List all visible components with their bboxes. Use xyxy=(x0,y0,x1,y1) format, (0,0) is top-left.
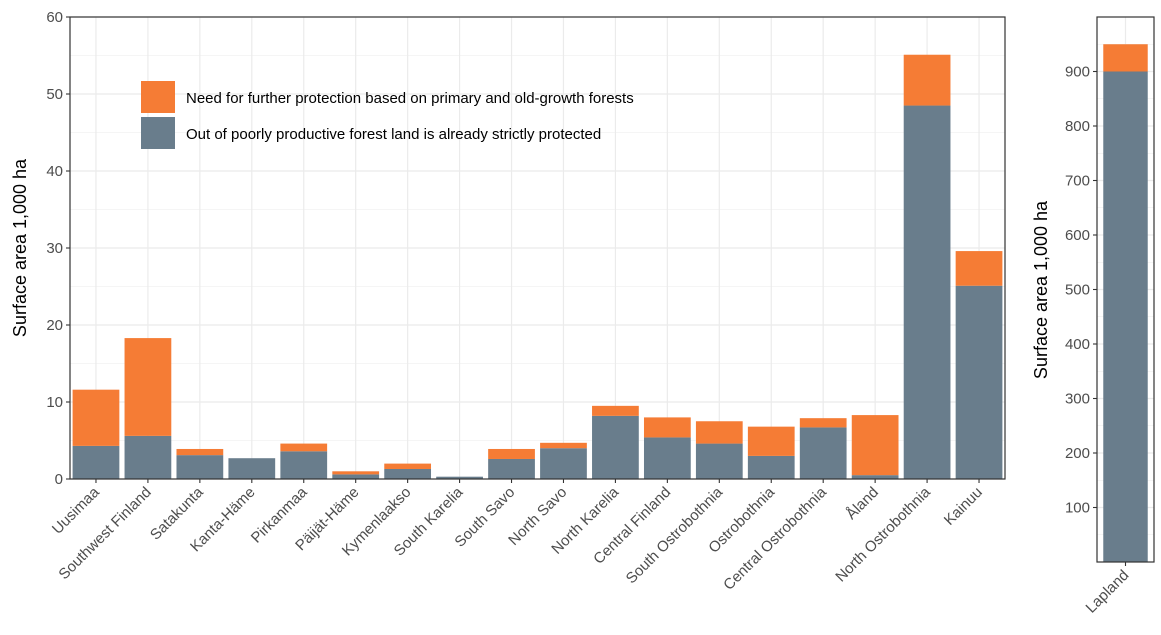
bar-uusimaa-further-protection xyxy=(72,389,120,446)
bar-south-savo-protected xyxy=(488,458,535,479)
x-tick-label-uusimaa: Uusimaa xyxy=(49,483,103,537)
legend-swatch-already-protected xyxy=(141,117,175,149)
bar-southwest-finland-further-protection xyxy=(124,338,172,436)
y-tick-label: 600 xyxy=(1065,227,1090,244)
left-y-ticks: 0 10 20 30 40 50 60 xyxy=(46,9,70,488)
right-panel: 100 200 300 400 500 600 700 800 900 Lapland Surf… xyxy=(1031,16,1155,617)
bar-lapland-further-protection xyxy=(1103,44,1148,72)
right-y-axis-title: Surface area 1,000 ha xyxy=(1031,200,1051,379)
bar-satakunta-further-protection xyxy=(176,448,224,456)
bar-central-finland-protected xyxy=(643,437,691,479)
x-tick-label-north-ostrobothnia: North Ostrobothnia xyxy=(832,483,934,585)
x-tick-label-southwest-finland: Southwest Finland xyxy=(55,484,154,583)
legend: Need for further protection based on pri… xyxy=(141,81,634,149)
y-tick-label: 60 xyxy=(46,9,63,26)
bar-north-karelia-protected xyxy=(592,415,639,479)
y-tick-label: 30 xyxy=(46,240,63,257)
y-tick-label: 700 xyxy=(1065,173,1090,190)
bar-central-ostrobothnia-protected xyxy=(799,427,847,479)
right-y-ticks: 100 200 300 400 500 600 700 800 900 xyxy=(1065,64,1097,517)
left-y-axis-title: Surface area 1,000 ha xyxy=(10,158,30,337)
x-tick-label-aland: Åland xyxy=(843,484,882,523)
bar-north-karelia-further-protection xyxy=(592,405,639,416)
x-tick-label-kainuu: Kainuu xyxy=(941,484,986,529)
x-tick-label-south-ostrobothnia: South Ostrobothnia xyxy=(623,483,727,587)
bar-south-ostrobothnia-protected xyxy=(695,443,743,479)
y-tick-label: 20 xyxy=(46,317,63,334)
bar-pirkanmaa-protected xyxy=(280,451,328,479)
y-tick-label: 0 xyxy=(55,471,63,488)
bar-kainuu-protected xyxy=(955,285,1003,479)
x-tick-label-central-ostrobothnia: Central Ostrobothnia xyxy=(720,483,830,593)
bar-satakunta-protected xyxy=(176,455,224,479)
right-bars xyxy=(1103,44,1148,562)
bar-kymenlaakso-protected xyxy=(384,468,432,479)
y-tick-label: 500 xyxy=(1065,282,1090,299)
bar-aland-further-protection xyxy=(851,415,899,476)
bar-south-karelia-protected xyxy=(436,476,483,479)
bar-central-finland-further-protection xyxy=(643,417,691,438)
y-tick-label: 200 xyxy=(1065,445,1090,462)
bar-pirkanmaa-further-protection xyxy=(280,443,328,452)
y-tick-label: 400 xyxy=(1065,336,1090,353)
bar-south-ostrobothnia-further-protection xyxy=(695,421,743,444)
bar-kainuu-further-protection xyxy=(955,251,1003,286)
y-tick-label: 300 xyxy=(1065,391,1090,408)
y-tick-label: 10 xyxy=(46,394,63,411)
bar-south-savo-further-protection xyxy=(488,448,535,459)
y-tick-label: 50 xyxy=(46,86,63,103)
legend-label-already-protected: Out of poorly productive forest land is … xyxy=(186,126,601,143)
y-tick-label: 100 xyxy=(1065,500,1090,517)
left-gridlines xyxy=(70,16,1005,480)
legend-label-further-protection: Need for further protection based on pri… xyxy=(186,90,634,107)
bar-north-ostrobothnia-protected xyxy=(903,105,951,480)
y-tick-label: 40 xyxy=(46,163,63,180)
bar-aland-protected xyxy=(851,475,899,479)
bar-kanta-hame-protected xyxy=(228,458,276,479)
x-tick-label-lapland: Lapland xyxy=(1083,567,1133,617)
bar-ostrobothnia-further-protection xyxy=(747,426,795,456)
bar-north-ostrobothnia-further-protection xyxy=(903,54,951,106)
y-tick-label: 900 xyxy=(1065,64,1090,81)
right-x-ticks: Lapland xyxy=(1083,562,1133,617)
bar-paijat-hame-further-protection xyxy=(332,471,380,475)
bar-uusimaa-protected xyxy=(72,445,120,479)
bar-paijat-hame-protected xyxy=(332,474,380,479)
bar-central-ostrobothnia-further-protection xyxy=(799,418,847,428)
bar-north-savo-further-protection xyxy=(540,442,587,449)
bar-north-savo-protected xyxy=(540,448,587,479)
bar-ostrobothnia-protected xyxy=(747,455,795,479)
y-tick-label: 800 xyxy=(1065,118,1090,135)
bar-lapland-protected xyxy=(1103,71,1148,562)
legend-swatch-further-protection xyxy=(141,81,175,113)
bar-kymenlaakso-further-protection xyxy=(384,463,432,469)
bar-southwest-finland-protected xyxy=(124,435,172,479)
left-bars xyxy=(72,54,1003,480)
